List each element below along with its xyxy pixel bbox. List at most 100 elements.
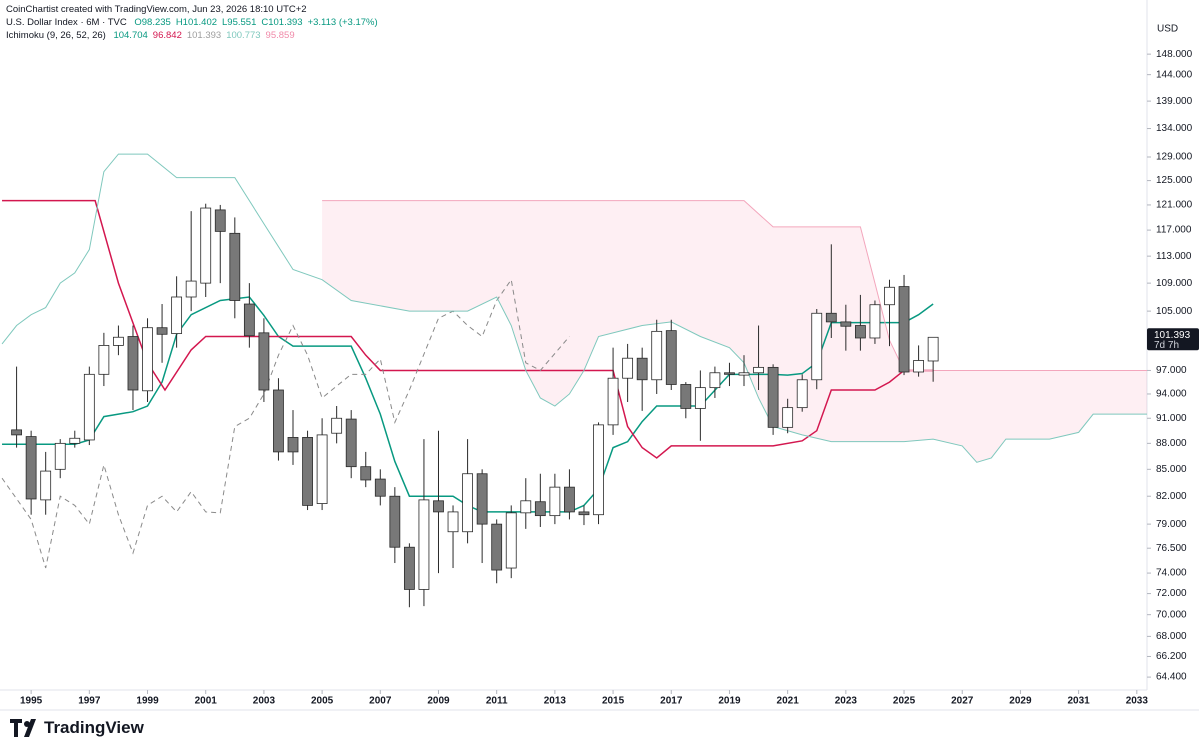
x-tick-label: 1997 [78, 696, 101, 707]
candle-body [433, 500, 444, 513]
ohlc-value: C101.393 [261, 17, 303, 28]
candle-body [913, 360, 924, 373]
candle-body [549, 486, 561, 517]
candle-body [447, 511, 459, 533]
x-tick-label: 2013 [544, 696, 567, 707]
currency-label: USD [1157, 24, 1178, 35]
ichimoku-line [2, 199, 934, 459]
indicator-value: 96.842 [152, 30, 182, 41]
header: CoinChartist created with TradingView.co… [6, 3, 383, 42]
y-tick-label: 72.000 [1156, 588, 1187, 599]
candle-body [680, 384, 692, 409]
x-tick-label: 2031 [1067, 696, 1090, 707]
y-tick-label: 76.500 [1156, 543, 1187, 554]
candle-body [854, 325, 866, 339]
candle-body [476, 473, 488, 525]
y-tick-label: 148.000 [1156, 49, 1193, 60]
candle-body [651, 330, 663, 381]
candle-body [273, 389, 284, 453]
y-tick-label: 68.000 [1156, 631, 1187, 642]
candle-body [374, 478, 386, 497]
x-tick-label: 2019 [718, 696, 741, 707]
candle-body [11, 429, 22, 436]
indicator-value: 101.393 [186, 30, 222, 41]
x-tick-label: 2021 [777, 696, 800, 707]
y-tick-label: 129.000 [1156, 152, 1193, 163]
symbol: U.S. Dollar Index · 6M · TVC [6, 17, 127, 28]
candle-body [98, 345, 110, 375]
ichimoku-line [1, 278, 570, 569]
y-tick-label: 66.200 [1156, 651, 1187, 662]
x-tick-label: 2023 [835, 696, 858, 707]
candle-body [302, 437, 313, 506]
candle-body [796, 379, 808, 409]
candle-body [607, 377, 619, 426]
ohlc-value: O98.235 [134, 17, 171, 28]
candle-body [113, 336, 124, 346]
x-tick-label: 1999 [136, 696, 159, 707]
candle-body [25, 436, 37, 500]
indicator: Ichimoku (9, 26, 52, 26) [6, 30, 106, 41]
candle-body [83, 373, 95, 441]
candle-body [636, 357, 648, 381]
candle-body [389, 495, 401, 548]
candle-body [491, 523, 503, 571]
candle-body [709, 372, 721, 389]
candle-body [360, 466, 372, 481]
candle-body [782, 407, 794, 428]
candle-body [258, 332, 270, 391]
candle-body [214, 209, 226, 232]
candle-body [898, 286, 910, 373]
candle-body [520, 500, 532, 514]
candle-body [738, 372, 750, 376]
y-tick-label: 113.000 [1156, 251, 1192, 262]
x-tick-label: 2011 [486, 696, 508, 707]
candle-body [345, 418, 357, 468]
candle-body [40, 470, 52, 501]
candle-body [622, 357, 634, 379]
last-price: 101.393 [1154, 330, 1191, 341]
candle-body [200, 207, 212, 284]
indicator-value: 95.859 [265, 30, 295, 41]
candle-body [287, 437, 299, 453]
candle-body [171, 296, 183, 334]
x-tick-label: 1995 [20, 696, 43, 707]
candle-body [69, 437, 81, 444]
y-tick-label: 79.000 [1156, 519, 1187, 530]
x-tick-label: 2005 [311, 696, 334, 707]
candle-body [229, 232, 241, 301]
y-tick-label: 97.000 [1156, 365, 1187, 376]
x-tick-label: 2015 [602, 696, 625, 707]
cloud [322, 200, 1147, 463]
symbol-row: U.S. Dollar Index · 6M · TVC O98.235 H101… [6, 16, 383, 29]
y-tick-label: 74.000 [1156, 568, 1187, 579]
candle-body [156, 327, 168, 335]
y-tick-label: 94.000 [1156, 389, 1187, 400]
ohlc-value: H101.402 [175, 17, 218, 28]
y-tick-label: 117.000 [1156, 225, 1192, 236]
y-tick-label: 144.000 [1156, 69, 1193, 80]
x-tick-label: 2029 [1009, 696, 1032, 707]
candle-body [403, 546, 415, 590]
y-tick-label: 88.000 [1156, 438, 1187, 449]
candle-body [185, 280, 197, 298]
indicator-value: 104.704 [113, 30, 148, 41]
candle-body [869, 304, 881, 339]
candle-body [578, 511, 590, 516]
countdown: 7d 7h [1154, 340, 1179, 351]
y-tick-label: 91.000 [1156, 413, 1187, 424]
candle-body [534, 501, 546, 517]
plot-area [1, 153, 1147, 608]
logo-icon [10, 719, 36, 737]
last-price-box [1147, 328, 1199, 351]
indicator-value: 100.773 [226, 30, 261, 41]
candle-body [665, 330, 677, 385]
candle-body [811, 312, 823, 381]
candle-body [927, 336, 939, 362]
y-tick-label: 134.000 [1156, 123, 1193, 134]
ichimoku-line [2, 296, 934, 513]
candle-body [840, 321, 852, 327]
candle-body [54, 442, 66, 470]
y-tick-label: 64.400 [1156, 672, 1187, 683]
